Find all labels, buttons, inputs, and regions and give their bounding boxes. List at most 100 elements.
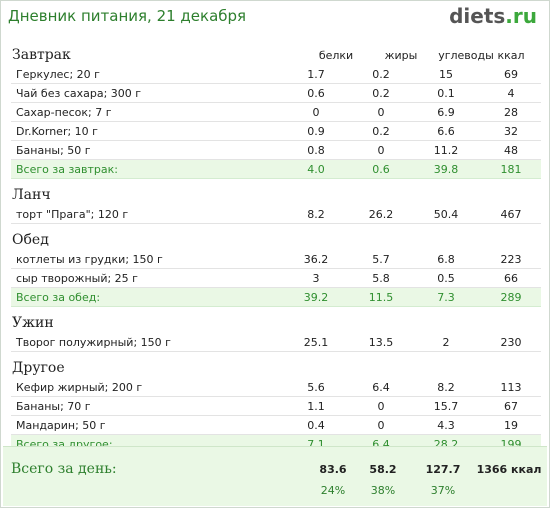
food-table: котлеты из грудки; 150 г 36.2 5.7 6.8 223 сыр… bbox=[11, 250, 541, 307]
section-header: Ужин bbox=[11, 313, 541, 333]
food-name: котлеты из грудки; 150 г bbox=[11, 250, 281, 269]
cell-fat: 5.8 bbox=[351, 268, 411, 288]
diary-content: Завтрак белки жиры углеводы ккал Геркулес; 20… bbox=[11, 45, 541, 454]
cell-kcal: 66 bbox=[481, 268, 541, 288]
food-name: Бананы; 50 г bbox=[11, 140, 281, 160]
food-row[interactable]: Кефир жирный; 200 г 5.6 6.4 8.2 113 bbox=[11, 378, 541, 397]
cell-fat: 6.4 bbox=[351, 378, 411, 397]
cell-carbs: 15.7 bbox=[411, 396, 481, 416]
cell-carbs: 15 bbox=[411, 65, 481, 84]
cell-carbs: 0.5 bbox=[411, 268, 481, 288]
food-row[interactable]: Бананы; 70 г 1.1 0 15.7 67 bbox=[11, 396, 541, 416]
cell-kcal: 48 bbox=[481, 140, 541, 160]
cell-carbs: 6.9 bbox=[411, 102, 481, 122]
site-logo[interactable]: diets.ru bbox=[449, 4, 537, 28]
food-row[interactable]: Геркулес; 20 г 1.7 0.2 15 69 bbox=[11, 65, 541, 84]
cell-fat: 13.5 bbox=[351, 333, 411, 352]
section-title: Ужин bbox=[12, 315, 54, 331]
cell-kcal: 4 bbox=[481, 83, 541, 103]
food-table: Творог полужирный; 150 г 25.1 13.5 2 230 bbox=[11, 333, 541, 352]
day-total-fat: 58.2 bbox=[369, 463, 397, 476]
section-title: Обед bbox=[12, 232, 49, 248]
column-header-protein: белки bbox=[318, 49, 354, 62]
cell-protein: 8.2 bbox=[281, 205, 351, 224]
food-name: Мандарин; 50 г bbox=[11, 415, 281, 435]
food-row[interactable]: Чай без сахара; 300 г 0.6 0.2 0.1 4 bbox=[11, 83, 541, 103]
cell-protein: 0.8 bbox=[281, 140, 351, 160]
cell-carbs: 2 bbox=[411, 333, 481, 352]
cell-fat: 0 bbox=[351, 396, 411, 416]
food-name: Геркулес; 20 г bbox=[11, 65, 281, 84]
day-total-panel: Всего за день: 83.6 58.2 127.7 1366 ккал… bbox=[3, 446, 547, 506]
food-row[interactable]: Dr.Korner; 10 г 0.9 0.2 6.6 32 bbox=[11, 121, 541, 141]
cell-fat: 0 bbox=[351, 102, 411, 122]
food-table: торт "Прага"; 120 г 8.2 26.2 50.4 467 bbox=[11, 205, 541, 224]
food-table: Геркулес; 20 г 1.7 0.2 15 69 Чай без сахара; … bbox=[11, 65, 541, 179]
cell-fat: 26.2 bbox=[351, 205, 411, 224]
cell-protein: 39.2 bbox=[281, 287, 351, 307]
column-header-fat: жиры bbox=[384, 49, 418, 62]
day-total-label: Всего за день: bbox=[11, 461, 117, 477]
cell-kcal: 19 bbox=[481, 415, 541, 435]
section-title: Ланч bbox=[12, 187, 51, 203]
cell-carbs: 11.2 bbox=[411, 140, 481, 160]
day-total-protein: 83.6 bbox=[319, 463, 347, 476]
cell-fat: 0.2 bbox=[351, 121, 411, 141]
cell-fat: 0.2 bbox=[351, 65, 411, 84]
cell-protein: 1.1 bbox=[281, 396, 351, 416]
cell-kcal: 113 bbox=[481, 378, 541, 397]
food-row[interactable]: Мандарин; 50 г 0.4 0 4.3 19 bbox=[11, 415, 541, 435]
logo-dot: . bbox=[505, 4, 513, 28]
cell-protein: 36.2 bbox=[281, 250, 351, 269]
cell-carbs: 6.8 bbox=[411, 250, 481, 269]
page-title: Дневник питания, 21 декабря bbox=[8, 7, 247, 25]
section-title: Другое bbox=[12, 360, 65, 376]
food-name: Творог полужирный; 150 г bbox=[11, 333, 281, 352]
cell-protein: 0.4 bbox=[281, 415, 351, 435]
food-name: торт "Прага"; 120 г bbox=[11, 205, 281, 224]
food-name: Чай без сахара; 300 г bbox=[11, 83, 281, 103]
food-row[interactable]: сыр творожный; 25 г 3 5.8 0.5 66 bbox=[11, 268, 541, 288]
day-protein-pct: 24% bbox=[320, 484, 346, 497]
cell-carbs: 6.6 bbox=[411, 121, 481, 141]
cell-protein: 1.7 bbox=[281, 65, 351, 84]
cell-kcal: 467 bbox=[481, 205, 541, 224]
logo-tld: ru bbox=[512, 4, 537, 28]
cell-kcal: 230 bbox=[481, 333, 541, 352]
cell-kcal: 181 bbox=[481, 159, 541, 179]
cell-kcal: 289 bbox=[481, 287, 541, 307]
cell-fat: 0 bbox=[351, 415, 411, 435]
cell-protein: 0.6 bbox=[281, 83, 351, 103]
column-header-carbs: углеводы bbox=[438, 49, 494, 62]
cell-carbs: 7.3 bbox=[411, 287, 481, 307]
food-name: сыр творожный; 25 г bbox=[11, 268, 281, 288]
food-row[interactable]: Бананы; 50 г 0.8 0 11.2 48 bbox=[11, 140, 541, 160]
food-row[interactable]: Сахар-песок; 7 г 0 0 6.9 28 bbox=[11, 102, 541, 122]
day-total-carbs: 127.7 bbox=[425, 463, 461, 476]
food-name: Dr.Korner; 10 г bbox=[11, 121, 281, 141]
section-header: Завтрак белки жиры углеводы ккал bbox=[11, 45, 541, 65]
food-row[interactable]: Творог полужирный; 150 г 25.1 13.5 2 230 bbox=[11, 333, 541, 352]
section-header: Другое bbox=[11, 358, 541, 378]
food-row[interactable]: торт "Прага"; 120 г 8.2 26.2 50.4 467 bbox=[11, 205, 541, 224]
logo-main: diets bbox=[449, 4, 506, 28]
cell-kcal: 32 bbox=[481, 121, 541, 141]
section-total-row: Всего за завтрак: 4.0 0.6 39.8 181 bbox=[11, 159, 541, 179]
cell-protein: 25.1 bbox=[281, 333, 351, 352]
day-carbs-pct: 37% bbox=[430, 484, 456, 497]
cell-kcal: 69 bbox=[481, 65, 541, 84]
cell-fat: 0.2 bbox=[351, 83, 411, 103]
food-table: Кефир жирный; 200 г 5.6 6.4 8.2 113 Бананы; 7… bbox=[11, 378, 541, 454]
food-row[interactable]: котлеты из грудки; 150 г 36.2 5.7 6.8 223 bbox=[11, 250, 541, 269]
cell-fat: 0 bbox=[351, 140, 411, 160]
section-header: Ланч bbox=[11, 185, 541, 205]
cell-protein: 0 bbox=[281, 102, 351, 122]
cell-protein: 5.6 bbox=[281, 378, 351, 397]
cell-protein: 3 bbox=[281, 268, 351, 288]
cell-kcal: 223 bbox=[481, 250, 541, 269]
food-name: Сахар-песок; 7 г bbox=[11, 102, 281, 122]
total-label: Всего за завтрак: bbox=[11, 159, 281, 179]
section-header: Обед bbox=[11, 230, 541, 250]
section-total-row: Всего за обед: 39.2 11.5 7.3 289 bbox=[11, 287, 541, 307]
